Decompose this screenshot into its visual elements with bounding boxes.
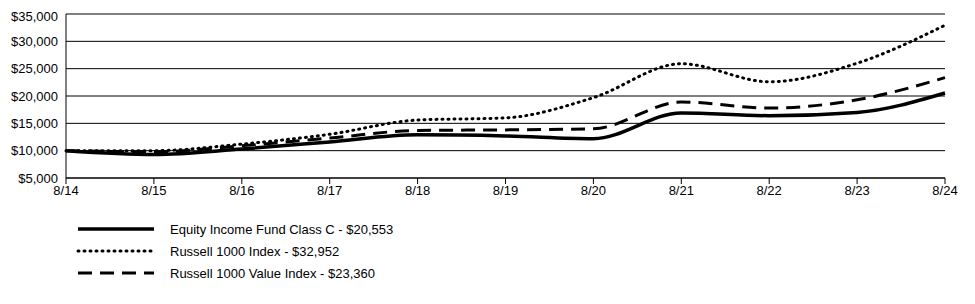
svg-text:$15,000: $15,000 xyxy=(11,116,58,131)
html-text:Russell 1000 Value Index - $23: Russell 1000 Value Index - $23,360 xyxy=(170,265,375,281)
svg-text:8/15: 8/15 xyxy=(141,183,166,198)
svg-text:8/19: 8/19 xyxy=(493,183,518,198)
svg-text:8/14: 8/14 xyxy=(53,183,79,199)
svg-text:$10,000: $10,000 xyxy=(11,143,58,158)
svg-text:$35,000: $35,000 xyxy=(11,9,58,24)
svg-text:$5,000: $5,000 xyxy=(18,171,58,186)
svg-text:$20,000: $20,000 xyxy=(11,89,58,104)
svg-text:8/22: 8/22 xyxy=(757,183,782,198)
svg-text:8/23: 8/23 xyxy=(844,183,869,198)
html-text:Russell 1000 Index - $32,952: Russell 1000 Index - $32,952 xyxy=(170,243,340,259)
svg-text:8/20: 8/20 xyxy=(581,183,606,198)
svg-text:$25,000: $25,000 xyxy=(11,61,58,76)
svg-text:8/16: 8/16 xyxy=(229,183,254,198)
html-text:Equity Income Fund Class C - $: Equity Income Fund Class C - $20,553 xyxy=(170,221,394,237)
svg-text:8/24: 8/24 xyxy=(932,183,957,198)
svg-text:$30,000: $30,000 xyxy=(11,34,58,49)
svg-text:8/21: 8/21 xyxy=(669,183,694,198)
svg-text:8/18: 8/18 xyxy=(405,183,430,198)
svg-text:8/17: 8/17 xyxy=(317,183,342,198)
